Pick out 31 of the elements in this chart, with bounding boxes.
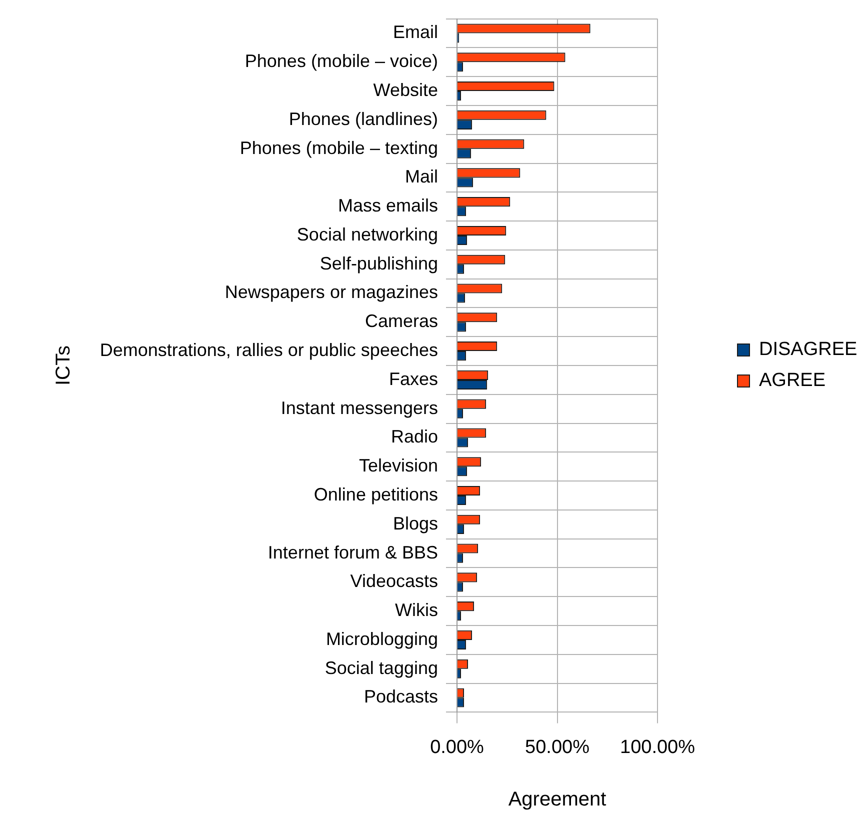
x-tick-label: 50.00% — [525, 736, 590, 758]
y-tick-label: Mail — [404, 166, 438, 187]
y-tick-label: Podcasts — [364, 686, 438, 707]
y-tick-label: Blogs — [392, 513, 438, 534]
y-tick-label: Instant messengers — [280, 398, 438, 418]
y-tick-label: Microblogging — [326, 628, 438, 649]
y-tick-label: Email — [392, 22, 438, 42]
y-tick-label: Website — [373, 80, 438, 100]
y-tick-label: Newspapers or magazines — [224, 282, 438, 302]
y-tick-label: Online petitions — [314, 484, 438, 504]
y-tick-label: Phones (mobile – voice) — [244, 51, 438, 72]
y-tick-label: Cameras — [364, 311, 438, 332]
y-tick-label: Videocasts — [350, 571, 438, 592]
legend-label: AGREE — [759, 370, 826, 392]
x-tick-label: 100.00% — [620, 736, 696, 758]
y-tick-label: Demonstrations, rallies or public speeches — [100, 340, 438, 360]
y-tick-label: Self-publishing — [320, 253, 438, 274]
y-axis-title: ICTs — [52, 346, 75, 386]
x-tick-label: 0.00% — [430, 736, 484, 758]
y-tick-label: Phones (landlines) — [288, 108, 438, 129]
y-tick-label: Television — [358, 456, 438, 476]
y-tick-label: Internet forum & BBS — [268, 542, 438, 562]
y-tick-label: Phones (mobile – texting — [240, 138, 438, 158]
y-tick-label: Radio — [390, 426, 438, 447]
y-tick-label: Wikis — [395, 600, 438, 620]
y-tick-label: Social networking — [296, 224, 438, 244]
x-axis-title: Agreement — [508, 788, 607, 811]
y-tick-label: Social tagging — [324, 658, 438, 678]
y-tick-label: Faxes — [388, 368, 438, 389]
legend-label: DISAGREE — [759, 339, 858, 360]
y-tick-label: Mass emails — [338, 196, 438, 216]
